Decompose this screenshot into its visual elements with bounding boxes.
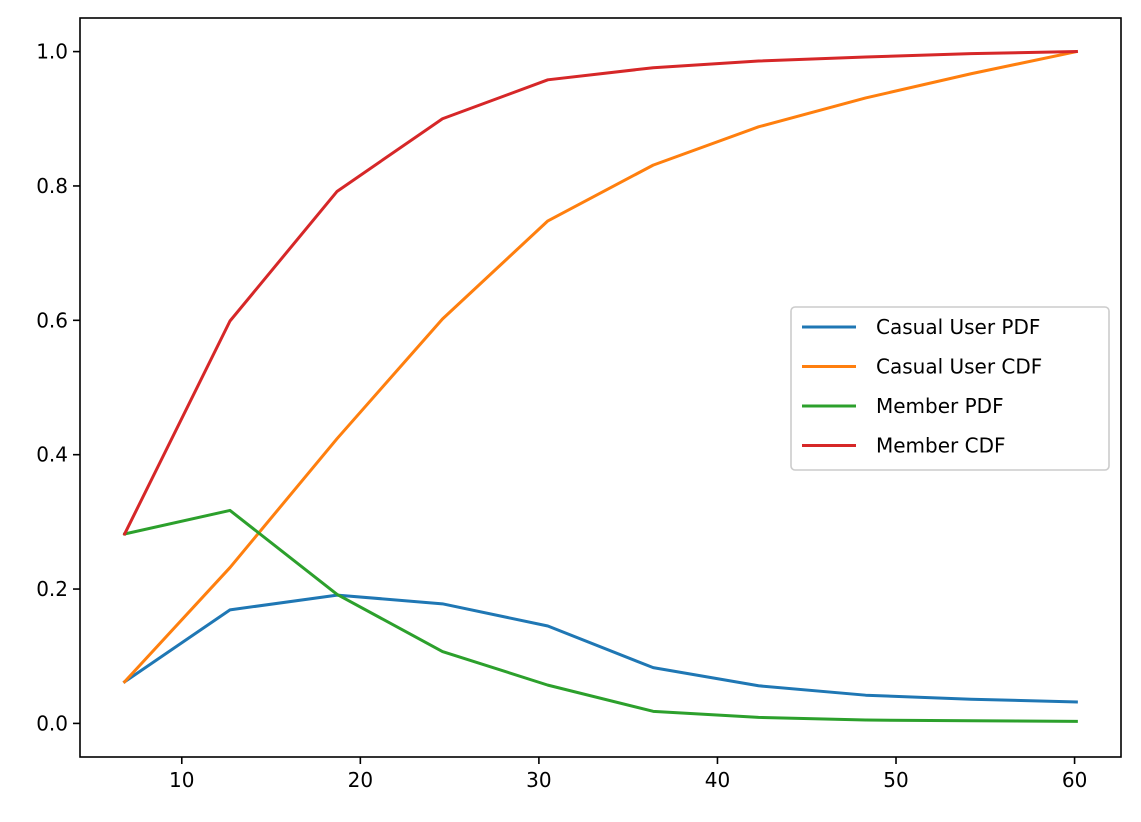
- x-axis: 10 20 30 40 50 60: [169, 757, 1087, 792]
- x-tick-label: 30: [526, 768, 551, 792]
- x-tick-label: 50: [883, 768, 908, 792]
- legend-label: Member PDF: [876, 394, 1004, 418]
- y-tick-label: 0.6: [36, 308, 68, 332]
- x-tick-label: 40: [705, 768, 730, 792]
- x-tick-label: 10: [169, 768, 194, 792]
- series-line-member-cdf: [122, 50, 1078, 536]
- y-tick-label: 1.0: [36, 40, 68, 64]
- x-tick-label: 60: [1062, 768, 1087, 792]
- plot-frame: [79, 17, 1122, 758]
- legend-label: Casual User PDF: [876, 315, 1040, 339]
- legend-label: Casual User CDF: [876, 355, 1042, 379]
- legend: Casual User PDF Casual User CDF Member PDF…: [790, 306, 1110, 471]
- y-tick-label: 0.2: [36, 577, 68, 601]
- y-axis: 0.0 0.2 0.4 0.6 0.8 1.0: [36, 40, 80, 735]
- y-tick-label: 0.8: [36, 174, 68, 198]
- series-line-member-pdf: [122, 508, 1078, 723]
- series-layer: [122, 49, 1079, 723]
- legend-frame: [790, 306, 1110, 471]
- y-tick-label: 0.4: [36, 443, 68, 467]
- series-line-casual-user-pdf: [122, 593, 1078, 704]
- y-tick-label: 0.0: [36, 711, 68, 735]
- series-line-casual-user-cdf: [122, 49, 1079, 684]
- x-tick-label: 20: [348, 768, 373, 792]
- legend-label: Member CDF: [876, 434, 1006, 458]
